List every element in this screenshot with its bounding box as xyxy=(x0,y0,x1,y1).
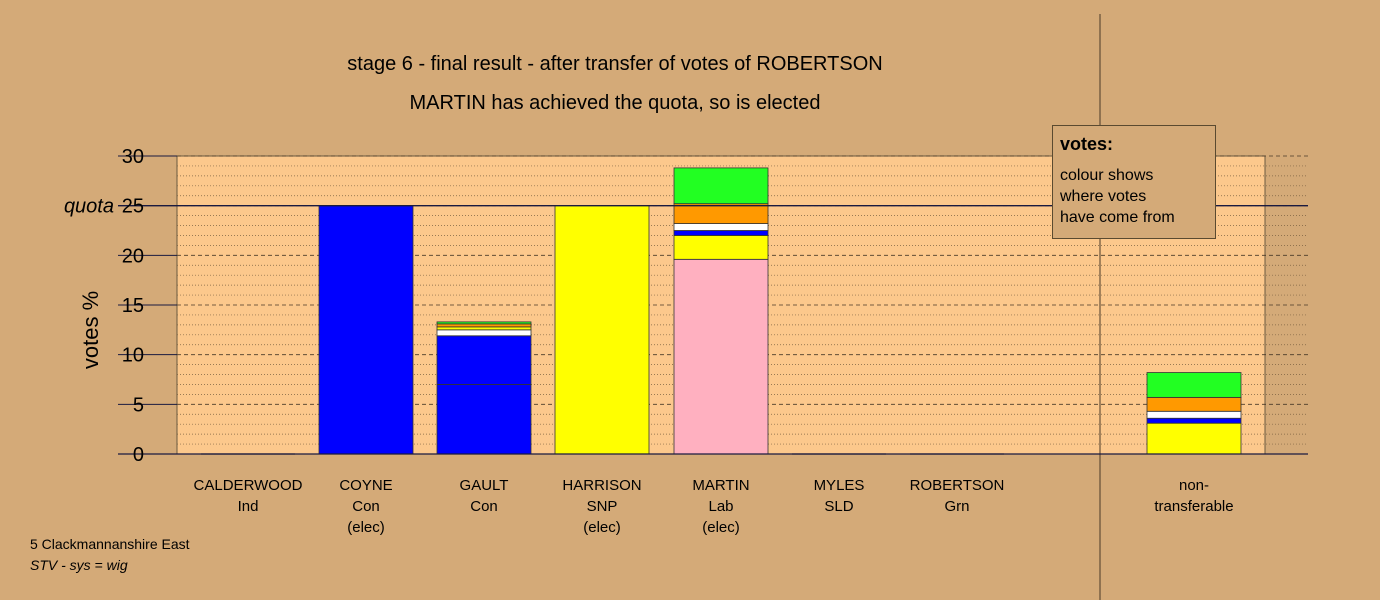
category-label: transferable xyxy=(1154,498,1233,515)
y-tick-label: 20 xyxy=(122,245,144,267)
footer-constituency: 5 Clackmannanshire East xyxy=(30,536,190,552)
bar-segment xyxy=(1146,410,1242,419)
quota-label: quota xyxy=(64,196,114,218)
bar-segment xyxy=(436,335,532,385)
bar-segment xyxy=(1146,396,1242,412)
category-label: Con xyxy=(470,498,498,515)
bar-segment xyxy=(436,323,532,328)
category-label: SLD xyxy=(824,498,853,515)
y-axis-label: votes % xyxy=(78,291,103,369)
footer-system: STV - sys = wig xyxy=(30,557,128,573)
category-label: non- xyxy=(1179,477,1209,494)
y-tick-label: 25 xyxy=(122,196,144,218)
y-tick-label: 30 xyxy=(122,146,144,168)
bar-segment xyxy=(673,258,769,455)
bar-segment xyxy=(673,203,769,224)
legend-line: have come from xyxy=(1060,209,1175,226)
category-label: MYLES xyxy=(814,477,865,494)
category-label: MARTIN xyxy=(692,477,749,494)
bar-segment xyxy=(554,205,650,455)
y-tick-label: 10 xyxy=(122,345,144,367)
legend-box: votes: colour shows where votes have com… xyxy=(1052,125,1216,239)
category-label: Lab xyxy=(708,498,733,515)
category-label: SNP xyxy=(587,498,618,515)
category-label: COYNE xyxy=(339,477,392,494)
category-label: (elec) xyxy=(347,519,385,536)
bar-segment xyxy=(1146,372,1242,398)
category-label: Con xyxy=(352,498,380,515)
legend-line: where votes xyxy=(1060,188,1147,205)
category-label: GAULT xyxy=(460,477,509,494)
bar-segment xyxy=(1146,417,1242,424)
bar-segment xyxy=(673,230,769,236)
category-label: Grn xyxy=(944,498,969,515)
y-tick-label: 0 xyxy=(133,444,144,466)
category-label: HARRISON xyxy=(562,477,641,494)
category-label: ROBERTSON xyxy=(910,477,1005,494)
chart-title: stage 6 - final result - after transfer … xyxy=(347,53,883,75)
bar-segment xyxy=(673,167,769,205)
legend-line: colour shows xyxy=(1060,167,1154,184)
bar-segment xyxy=(318,205,414,455)
category-label: (elec) xyxy=(702,519,740,536)
bar-segment xyxy=(1146,422,1242,455)
y-tick-label: 5 xyxy=(133,394,144,416)
bar-segment xyxy=(436,329,532,337)
category-label: (elec) xyxy=(583,519,621,536)
category-label: CALDERWOOD xyxy=(194,477,303,494)
bar-segment xyxy=(673,223,769,231)
category-label: Ind xyxy=(238,498,259,515)
bar-segment xyxy=(436,326,532,331)
y-tick-label: 15 xyxy=(122,295,144,317)
bar-segment xyxy=(436,384,532,455)
bar-segment xyxy=(436,321,532,325)
chart-subtitle: MARTIN has achieved the quota, so is ele… xyxy=(409,92,821,114)
bar-segment xyxy=(673,235,769,260)
legend-title: votes: xyxy=(1060,134,1114,154)
